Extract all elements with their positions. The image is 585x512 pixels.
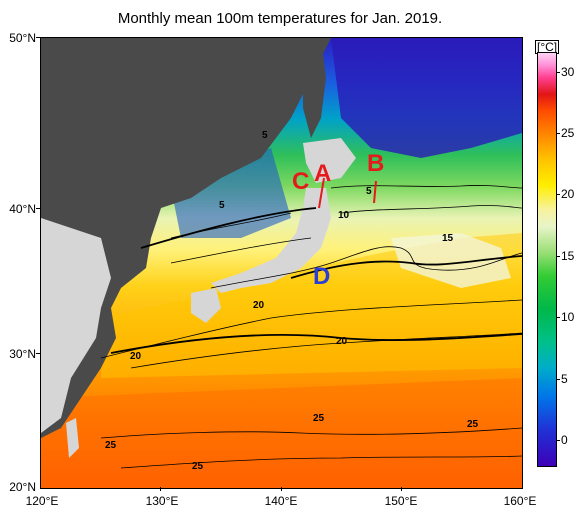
contour-label: 25 <box>467 419 479 430</box>
contour-label: 25 <box>105 440 117 451</box>
colorbar-tick <box>556 72 560 73</box>
contour-label: 20 <box>253 300 265 311</box>
lon-label-140E: 140°E <box>264 494 298 508</box>
contour-label: 20 <box>130 351 142 362</box>
china-land <box>41 218 111 433</box>
colorbar-label-15: 15 <box>561 249 575 263</box>
section-line-A <box>318 177 325 209</box>
marker-A: A <box>314 160 332 187</box>
lon-tick <box>160 487 161 491</box>
contour-label: 20 <box>336 336 348 347</box>
sea-of-japan-water <box>171 148 291 238</box>
colorbar-label-0: 0 <box>561 433 568 447</box>
lon-label-120E: 120°E <box>25 494 59 508</box>
major-contour-lines <box>110 207 522 354</box>
contour-label: 10 <box>338 210 350 221</box>
contour-label: 25 <box>192 461 204 472</box>
lon-tick <box>281 487 282 491</box>
contour-label: 5 <box>366 186 372 197</box>
lat-label-40N: 40°N <box>9 202 36 216</box>
colorbar-label-20: 20 <box>561 187 575 201</box>
marker-B: B <box>367 150 385 177</box>
contour-lines <box>100 185 522 469</box>
colorbar-tick <box>556 379 560 380</box>
contour-label: 5 <box>219 200 225 211</box>
lat-tick <box>36 353 40 354</box>
lat-label-50N: 50°N <box>9 31 36 45</box>
colorbar-tick <box>556 133 560 134</box>
colorbar-label-5: 5 <box>561 372 568 386</box>
lon-label-150E: 150°E <box>384 494 418 508</box>
kyushu-land <box>191 288 221 323</box>
lon-tick <box>401 487 402 491</box>
cold-water-region <box>331 38 522 158</box>
asia-continent-land <box>41 38 331 438</box>
lat-tick <box>36 37 40 38</box>
colorbar-tick <box>556 440 560 441</box>
lon-label-160E: 160°E <box>503 494 537 508</box>
map-title: Monthly mean 100m temperatures for Jan. … <box>117 10 443 27</box>
lon-label-130E: 130°E <box>145 494 179 508</box>
lat-tick <box>36 208 40 209</box>
contour-label: 15 <box>442 233 454 244</box>
colorbar-label-10: 10 <box>561 310 575 324</box>
taiwan-land <box>66 418 79 458</box>
honshu-land <box>211 188 331 293</box>
warm-eddy <box>391 233 511 288</box>
lat-label-20N: 20°N <box>9 480 36 494</box>
colorbar-tick <box>556 194 560 195</box>
tropical-water <box>41 378 522 488</box>
colorbar-tick <box>556 256 560 257</box>
contour-label: 25 <box>313 413 325 424</box>
section-line-B <box>373 180 377 204</box>
colorbar-label-30: 30 <box>561 65 575 79</box>
sea-temperature-map <box>40 37 523 489</box>
marker-C: C <box>292 168 310 195</box>
hokkaido-land <box>303 138 356 183</box>
sakhalin-land <box>303 38 326 138</box>
temperature-colorbar <box>537 52 557 467</box>
colorbar-label-25: 25 <box>561 126 575 140</box>
contour-label: 5 <box>262 130 268 141</box>
temperature-field <box>41 38 522 488</box>
lat-label-30N: 30°N <box>9 347 36 361</box>
colorbar-tick <box>556 317 560 318</box>
marker-D: D <box>313 263 331 290</box>
